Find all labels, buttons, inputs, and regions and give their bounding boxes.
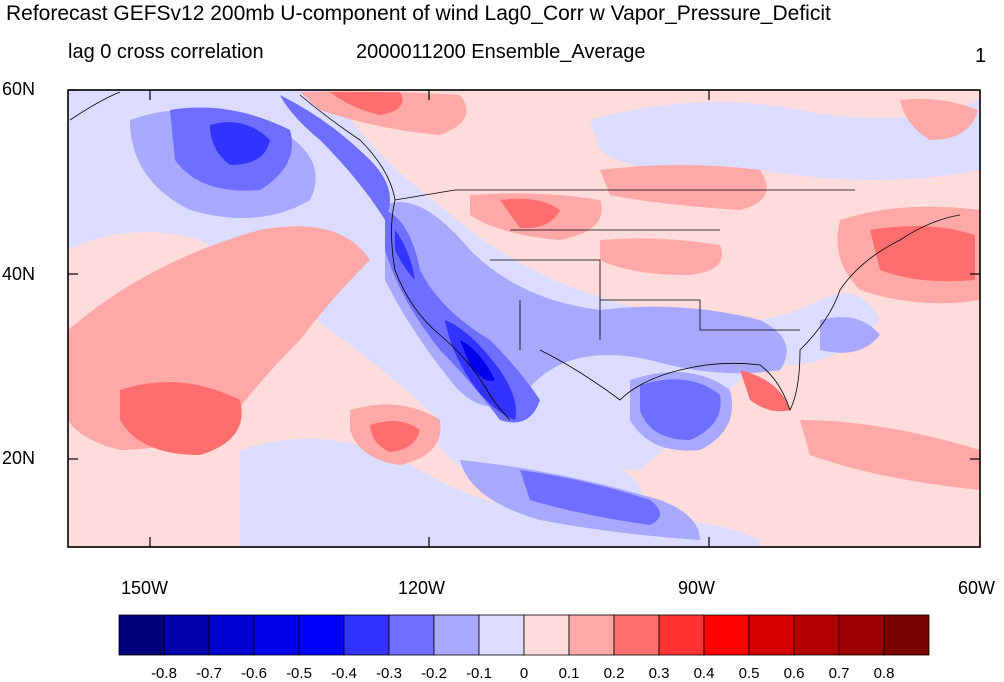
colorbar-label: 0.7 [829,665,850,682]
colorbar-swatch [388,614,435,656]
colorbar-label: -0.2 [421,665,447,682]
subtitle-center: 2000011200 Ensemble_Average [356,41,646,63]
colorbar-swatch [208,614,255,656]
colorbar-label: 0.5 [739,665,760,682]
colorbar-label: -0.5 [286,665,312,682]
plot-title: Reforecast GEFSv12 200mb U-component of … [6,2,831,25]
subtitle-left: lag 0 cross correlation [68,41,264,63]
lon-label-150w: 150W [121,578,169,598]
colorbar-label: -0.8 [151,665,177,682]
colorbar-label: -0.3 [376,665,402,682]
colorbar-label: 0 [520,665,528,682]
colorbar-swatch [298,614,345,656]
colorbar-label: -0.4 [331,665,357,682]
colorbar-swatch [883,614,930,656]
colorbar-swatch [703,614,750,656]
colorbar-swatch [433,614,480,656]
colorbar-label: 0.4 [694,665,715,682]
colorbar-label: -0.7 [196,665,222,682]
lon-label-120w: 120W [398,578,446,598]
colorbar-swatch [568,614,615,656]
colorbar-swatch [118,614,165,656]
lon-label-60w: 60W [958,578,996,598]
colorbar-swatch [793,614,840,656]
colorbar-label: -0.6 [241,665,267,682]
colorbar-swatch [478,614,525,656]
colorbar-swatch [163,614,210,656]
colorbar-label: -0.1 [466,665,492,682]
colorbar-swatch [343,614,390,656]
colorbar-swatch [748,614,795,656]
map-frame [67,89,981,548]
colorbar-label: 0.6 [784,665,805,682]
colorbar-label: 0.3 [649,665,670,682]
lat-label-20n: 20N [2,448,36,468]
colorbar: -0.8 -0.7 -0.6 -0.5 -0.4 -0.3 -0.2 -0.1 0 0.1 0.2 0… [118,614,930,682]
lon-label-90w: 90W [678,578,716,598]
map-ticks [68,89,981,547]
colorbar-swatch [253,614,300,656]
coastlines [69,91,961,421]
colorbar-label: 0.8 [874,665,895,682]
colorbar-swatch [838,614,885,656]
colorbar-swatch [658,614,705,656]
colorbar-swatch [523,614,570,656]
colorbar-label: 0.1 [559,665,580,682]
correlation-field [68,90,980,547]
lat-label-60n: 60N [2,79,36,99]
colorbar-swatch [613,614,660,656]
subtitle-right: 1 [975,45,987,67]
lat-label-40n: 40N [2,264,36,284]
colorbar-label: 0.2 [604,665,625,682]
